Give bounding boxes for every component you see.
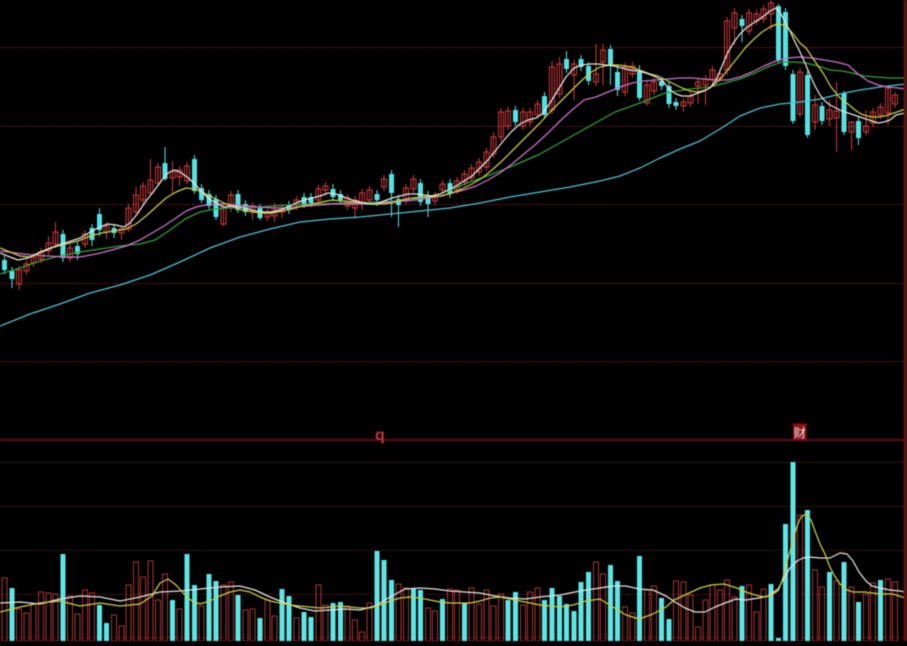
svg-text:财: 财 <box>793 427 806 441</box>
svg-text:q: q <box>375 427 385 444</box>
